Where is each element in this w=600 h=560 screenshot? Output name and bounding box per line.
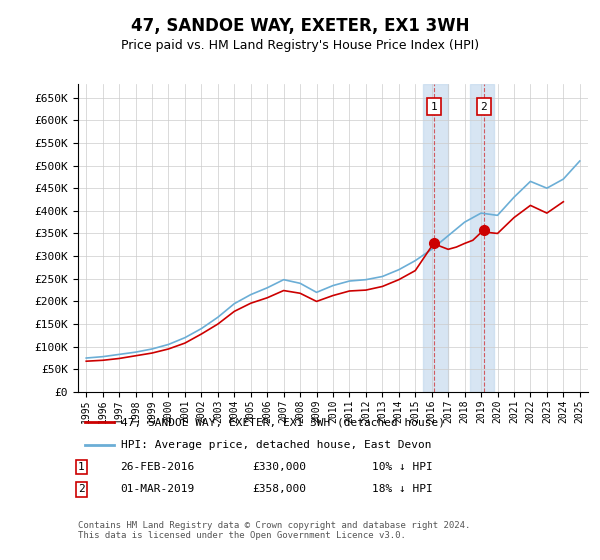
Text: 01-MAR-2019: 01-MAR-2019 xyxy=(120,484,194,494)
Text: 10% ↓ HPI: 10% ↓ HPI xyxy=(372,462,433,472)
Text: 1: 1 xyxy=(431,102,437,111)
Text: 47, SANDOE WAY, EXETER, EX1 3WH (detached house): 47, SANDOE WAY, EXETER, EX1 3WH (detache… xyxy=(121,417,445,427)
Text: 26-FEB-2016: 26-FEB-2016 xyxy=(120,462,194,472)
Text: £358,000: £358,000 xyxy=(252,484,306,494)
Text: 2: 2 xyxy=(481,102,487,111)
Text: HPI: Average price, detached house, East Devon: HPI: Average price, detached house, East… xyxy=(121,440,432,450)
Text: 47, SANDOE WAY, EXETER, EX1 3WH: 47, SANDOE WAY, EXETER, EX1 3WH xyxy=(131,17,469,35)
Bar xyxy=(424,84,448,392)
Text: Contains HM Land Registry data © Crown copyright and database right 2024.
This d: Contains HM Land Registry data © Crown c… xyxy=(78,521,470,540)
Text: Price paid vs. HM Land Registry's House Price Index (HPI): Price paid vs. HM Land Registry's House … xyxy=(121,39,479,52)
Bar xyxy=(470,84,494,392)
Text: £330,000: £330,000 xyxy=(252,462,306,472)
Text: 2: 2 xyxy=(78,484,85,494)
Text: 1: 1 xyxy=(78,462,85,472)
Text: 18% ↓ HPI: 18% ↓ HPI xyxy=(372,484,433,494)
